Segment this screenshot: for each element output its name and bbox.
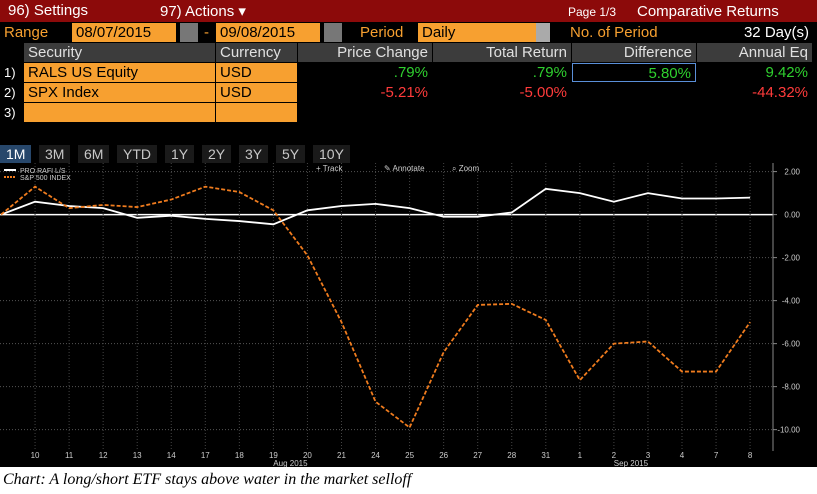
x-tick-label: 8 <box>748 451 753 460</box>
cell: 5.80% <box>572 63 696 82</box>
end-date[interactable]: 09/08/2015 <box>216 23 320 42</box>
x-tick-label: 2 <box>612 451 617 460</box>
range-dash: - <box>204 24 209 41</box>
x-tick-label: 24 <box>371 451 380 460</box>
period-tab[interactable]: 10Y <box>313 145 350 163</box>
legend-label: S&P 500 INDEX <box>20 175 71 182</box>
period-select[interactable]: Daily <box>418 23 536 42</box>
cell <box>216 103 297 122</box>
actions-menu[interactable]: 97) Actions ▾ <box>160 3 246 20</box>
period-tab[interactable]: 5Y <box>276 145 306 163</box>
cell: -5.00% <box>519 84 567 101</box>
cell: USD <box>216 83 297 102</box>
x-tick-label: 18 <box>235 451 244 460</box>
y-tick-label: 2.00 <box>784 168 800 177</box>
x-tick-label: 17 <box>201 451 210 460</box>
x-tick-label: 3 <box>646 451 651 460</box>
range-label: Range <box>4 24 49 41</box>
column-header: Security <box>24 43 215 62</box>
x-tick-label: 28 <box>507 451 516 460</box>
cell <box>24 103 215 122</box>
page-indicator: Page 1/3 <box>568 5 617 19</box>
chart-tool[interactable]: + Track <box>316 164 343 173</box>
calendar-icon[interactable] <box>180 23 198 42</box>
calendar-icon[interactable] <box>324 23 342 42</box>
series-line <box>0 185 751 429</box>
toolbar: 96) Settings 97) Actions ▾ Page 1/3 Comp… <box>0 0 817 22</box>
cell: -5.21% <box>380 84 428 101</box>
cell: .79% <box>393 64 428 81</box>
period-tab[interactable]: 1M <box>0 145 32 163</box>
x-tick-label: 12 <box>99 451 108 460</box>
x-tick-label: 13 <box>133 451 142 460</box>
x-tick-label: 19 <box>269 451 278 460</box>
chart-tool[interactable]: ✎ Annotate <box>384 164 425 173</box>
y-tick-label: -4.00 <box>782 297 801 306</box>
period-tab[interactable]: 3Y <box>239 145 269 163</box>
y-tick-label: 0.00 <box>784 211 800 220</box>
x-tick-label: 21 <box>337 451 346 460</box>
x-tick-label: 11 <box>65 451 74 460</box>
plot-area <box>0 163 773 451</box>
period-tab[interactable]: YTD <box>117 145 157 163</box>
chart-tool[interactable]: ⌕ Zoom <box>452 164 479 173</box>
count-label: No. of Period <box>570 24 658 41</box>
cell: SPX Index <box>24 83 215 102</box>
x-tick-label: 14 <box>167 451 176 460</box>
x-tick-label: 31 <box>541 451 550 460</box>
column-header: Annual Eq <box>697 43 812 62</box>
cell: USD <box>216 63 297 82</box>
start-date[interactable]: 08/07/2015 <box>72 23 176 42</box>
settings-menu[interactable]: 96) Settings <box>8 2 89 19</box>
count-value: 32 Day(s) <box>743 24 809 41</box>
row-number: 2) <box>4 85 16 100</box>
x-tick-label: 20 <box>303 451 312 460</box>
legend-label: PRO RAFI L/S <box>20 168 66 175</box>
period-tab[interactable]: 6M <box>78 145 110 163</box>
y-tick-label: -2.00 <box>782 254 801 263</box>
x-tick-label: 1 <box>578 451 583 460</box>
x-tick-label: 10 <box>31 451 40 460</box>
cell: 9.42% <box>765 64 808 81</box>
dropdown-arrow[interactable] <box>536 23 550 42</box>
column-header: Total Return <box>433 43 571 62</box>
y-tick-label: -8.00 <box>782 383 801 392</box>
x-tick-label: 25 <box>405 451 414 460</box>
month-label: Sep 2015 <box>614 459 649 467</box>
series-line <box>0 187 751 226</box>
period-label: Period <box>360 24 404 41</box>
period-tab[interactable]: 3M <box>39 145 71 163</box>
x-tick-label: 27 <box>473 451 482 460</box>
column-header: Difference <box>572 43 696 62</box>
screen-title: Comparative Returns <box>637 3 779 20</box>
month-label: Aug 2015 <box>273 459 308 467</box>
row-number: 3) <box>4 105 16 120</box>
column-header: Price Change <box>298 43 432 62</box>
period-tab[interactable]: 2Y <box>202 145 232 163</box>
cell: -44.32% <box>752 84 808 101</box>
x-tick-label: 4 <box>680 451 685 460</box>
y-tick-label: -6.00 <box>782 340 801 349</box>
x-tick-label: 7 <box>714 451 719 460</box>
column-header: Currency <box>216 43 297 62</box>
caption: Chart: A long/short ETF stays above wate… <box>3 471 412 488</box>
row-number: 1) <box>4 65 16 80</box>
period-tab[interactable]: 1Y <box>165 145 195 163</box>
x-tick-label: 26 <box>439 451 448 460</box>
cell: .79% <box>532 64 567 81</box>
cell: RALS US Equity <box>24 63 215 82</box>
y-tick-label: -10.00 <box>777 426 800 435</box>
